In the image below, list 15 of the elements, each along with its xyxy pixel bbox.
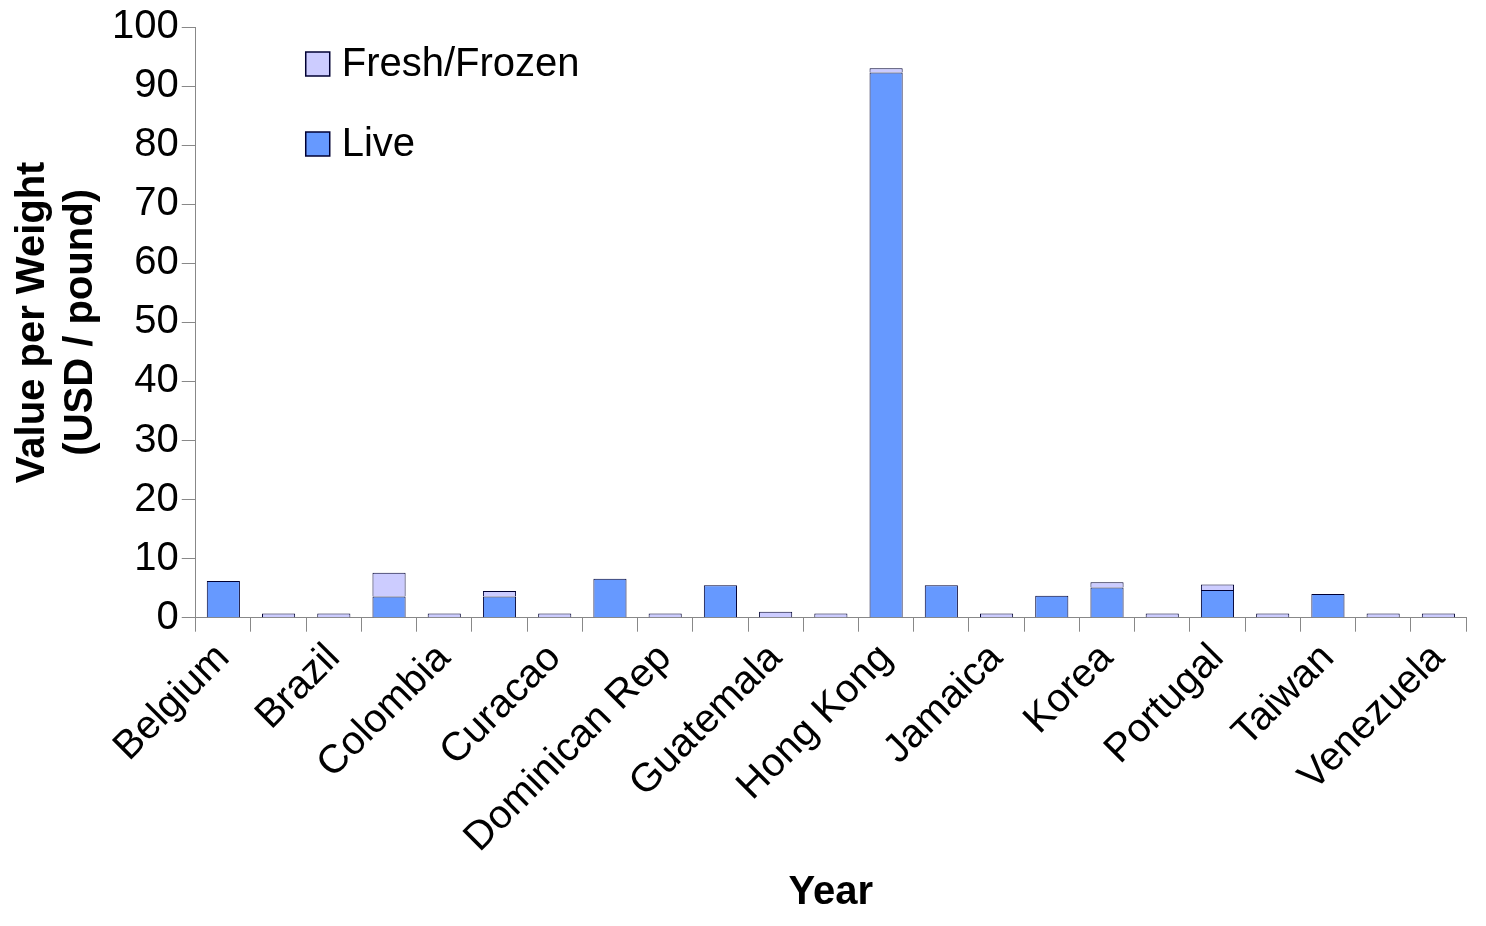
- legend-label: Fresh/Frozen: [341, 40, 580, 85]
- y-tick-label: 0: [156, 592, 179, 637]
- y-tick-label: 20: [134, 474, 179, 519]
- legend-label: Live: [341, 120, 416, 165]
- y-axis-title: Value per Weight (USD / pound): [8, 161, 101, 484]
- y-tick-label: 50: [134, 297, 179, 342]
- y-tick-label: 100: [111, 2, 179, 47]
- x-axis-title: Year: [788, 868, 874, 913]
- y-tick-label: 90: [134, 61, 179, 106]
- y-tick-label: 80: [134, 120, 179, 165]
- y-tick-label: 30: [134, 415, 179, 460]
- y-tick-label: 40: [134, 356, 179, 401]
- y-tick-label: 60: [134, 238, 179, 283]
- y-tick-label: 70: [134, 179, 179, 224]
- y-tick-label: 10: [134, 533, 179, 578]
